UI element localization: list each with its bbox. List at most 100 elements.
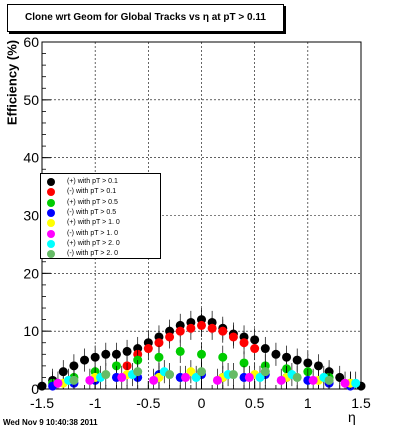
data-point [191, 372, 201, 382]
legend-marker-icon [47, 239, 55, 248]
data-point [143, 344, 153, 354]
data-point [244, 372, 254, 382]
legend-item: (+) with pT > 0.5 [41, 198, 160, 208]
legend-label: (-) with pT > 2. 0 [67, 250, 119, 258]
legend-label: (+) with pT > 0.5 [67, 198, 118, 206]
legend-item: (-) with pT > 1. 0 [41, 229, 160, 239]
data-point [340, 378, 350, 388]
data-point [197, 367, 206, 377]
legend: (+) with pT > 0.1 (-) with pT > 0.1 (+) wi… [40, 173, 161, 259]
y-tick-label: 40 [23, 150, 39, 166]
data-point [69, 375, 79, 385]
data-point [53, 378, 63, 388]
legend-marker-icon [47, 219, 55, 228]
data-point [351, 378, 361, 388]
legend-item: (+) with pT > 2. 0 [41, 239, 160, 249]
legend-item: (-) with pT > 2. 0 [41, 249, 160, 259]
y-axis-label: Efficiency (%) [4, 39, 20, 126]
legend-item: (+) with pT > 1. 0 [41, 218, 160, 228]
x-tick-label: 1.5 [351, 395, 371, 411]
x-tick-label: -1.5 [30, 395, 54, 411]
legend-label: (-) with pT > 0.1 [67, 188, 117, 196]
data-point [250, 344, 260, 354]
legend-item: (-) with pT > 0.1 [41, 187, 160, 197]
data-point [186, 367, 196, 377]
timestamp: Wed Nov 9 10:40:38 2011 [3, 418, 98, 427]
data-point [154, 338, 164, 348]
data-point [101, 349, 111, 359]
legend-marker-icon [47, 229, 55, 238]
legend-marker-icon [47, 178, 55, 186]
data-point [228, 370, 238, 380]
x-tick-label: 0.5 [245, 395, 265, 411]
x-tick-label: 0 [198, 395, 206, 411]
data-point [90, 352, 100, 362]
data-point [165, 370, 175, 380]
series-7 [69, 360, 334, 389]
data-point [197, 320, 206, 330]
data-point [149, 375, 159, 385]
data-point [218, 326, 228, 336]
data-point [186, 323, 196, 333]
data-point [101, 370, 111, 380]
data-point [239, 358, 249, 368]
data-point [165, 332, 175, 342]
data-point [175, 326, 185, 336]
y-tick-label: 20 [23, 265, 39, 281]
data-point [335, 372, 345, 382]
data-point [197, 349, 206, 359]
data-point [218, 352, 228, 362]
x-axis-label: η [348, 409, 356, 425]
data-point [212, 375, 222, 385]
y-tick-label: 10 [23, 323, 39, 339]
legend-item: (+) with pT > 0.1 [41, 177, 160, 187]
data-point [308, 375, 318, 385]
data-point [85, 375, 95, 385]
x-tick-label: -0.5 [136, 395, 160, 411]
data-point [239, 338, 249, 348]
series-1 [122, 313, 260, 378]
y-tick-label: 50 [23, 92, 39, 108]
chart-title-box: Clone wrt Geom for Global Tracks vs η at… [7, 4, 284, 32]
data-point [313, 361, 323, 371]
data-point [255, 372, 265, 382]
y-tick-labels: 0 10 20 30 40 50 60 [23, 34, 39, 397]
data-markers [37, 308, 366, 391]
legend-marker-icon [47, 208, 55, 217]
data-point [260, 367, 270, 377]
legend-marker-icon [47, 188, 55, 197]
legend-marker-icon [47, 198, 55, 207]
data-point [228, 332, 238, 342]
y-tick-label: 60 [23, 34, 39, 50]
legend-label: (-) with pT > 0.5 [67, 208, 117, 216]
legend-label: (-) with pT > 1. 0 [67, 229, 119, 237]
x-tick-label: -1 [89, 395, 102, 411]
data-point [37, 381, 47, 391]
data-point [324, 375, 334, 385]
data-point [276, 375, 286, 385]
data-point [117, 372, 127, 382]
legend-item: (-) with pT > 0.5 [41, 208, 160, 218]
x-tick-label: 1 [304, 395, 312, 411]
series-5 [53, 365, 350, 389]
data-point [260, 344, 270, 354]
data-point [292, 355, 302, 365]
x-tick-labels: -1.5 -1 -0.5 0 0.5 1 1.5 [30, 395, 371, 411]
data-point [207, 323, 217, 333]
data-point [271, 349, 281, 359]
legend-label: (+) with pT > 2. 0 [67, 239, 120, 247]
legend-label: (+) with pT > 1. 0 [67, 219, 120, 227]
data-point [133, 367, 143, 377]
y-tick-label: 30 [23, 208, 39, 224]
y-tick-label: 0 [31, 381, 39, 397]
data-point [154, 352, 164, 362]
data-point [175, 346, 185, 356]
data-point [122, 346, 132, 356]
legend-label: (+) with pT > 0.1 [67, 178, 118, 185]
data-point [80, 355, 90, 365]
legend-marker-icon [47, 250, 55, 259]
data-point [181, 372, 191, 382]
chart-title: Clone wrt Geom for Global Tracks vs η at… [25, 12, 266, 23]
data-point [292, 372, 302, 382]
